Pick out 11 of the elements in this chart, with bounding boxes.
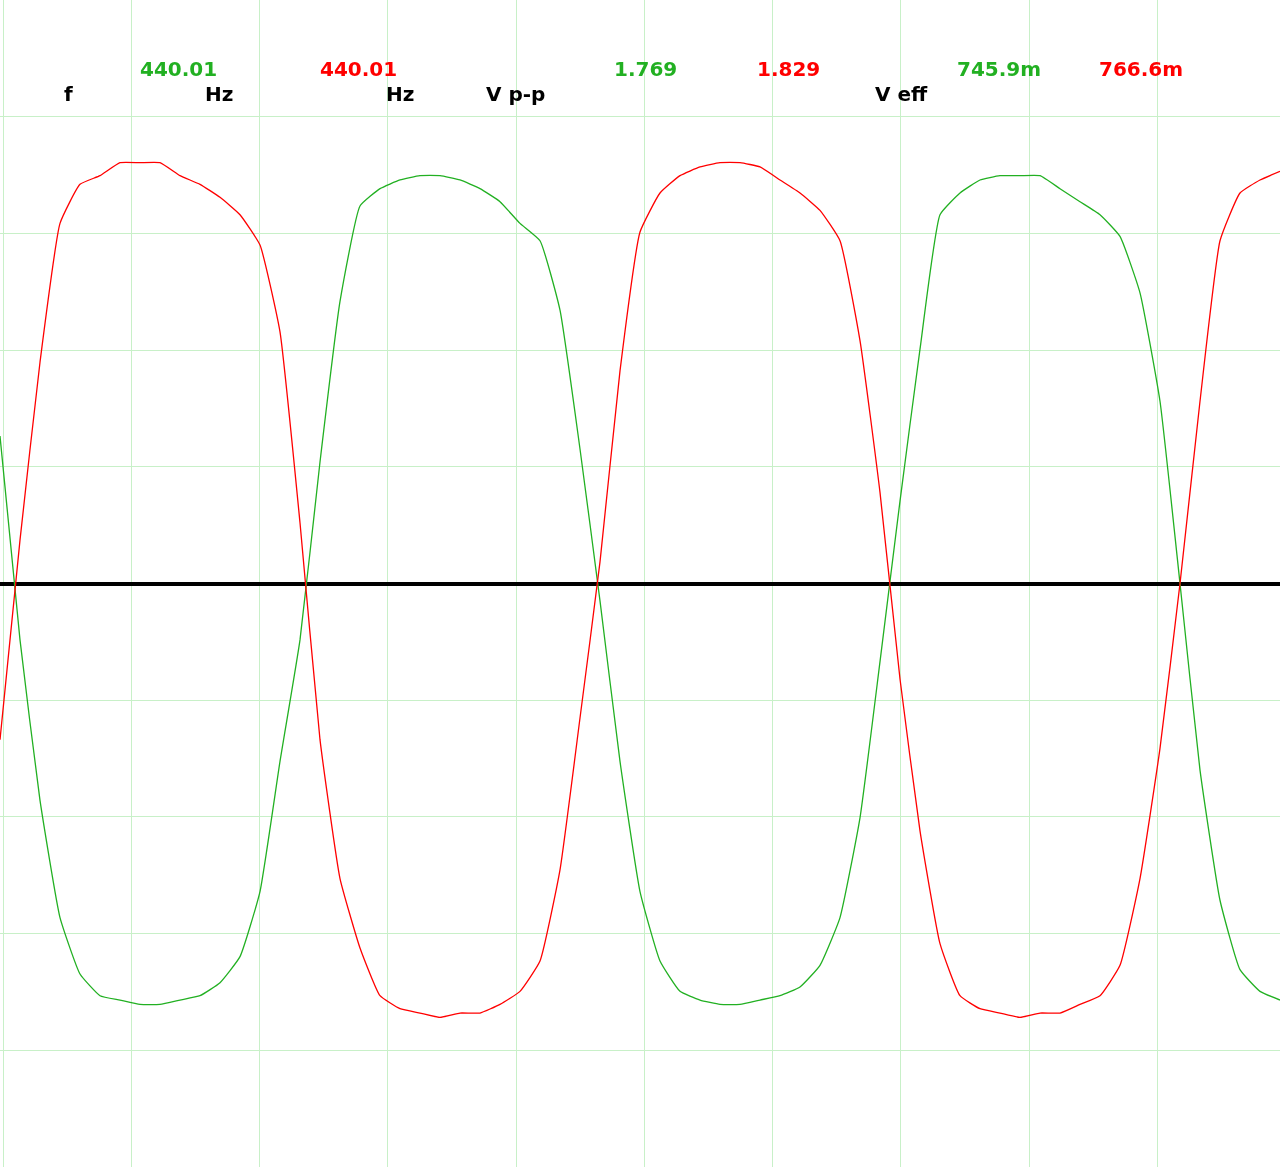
text: f bbox=[64, 82, 73, 106]
text: 1.769 bbox=[614, 57, 678, 81]
text: 440.01 bbox=[140, 57, 218, 81]
text: V p-p bbox=[486, 82, 546, 106]
text: 766.6m bbox=[1099, 57, 1184, 81]
text: 440.01 bbox=[320, 57, 398, 81]
text: Hz bbox=[386, 82, 415, 106]
text: Hz bbox=[205, 82, 234, 106]
text: 745.9m bbox=[957, 57, 1042, 81]
text: 1.829 bbox=[757, 57, 821, 81]
text: V eff bbox=[875, 82, 929, 106]
